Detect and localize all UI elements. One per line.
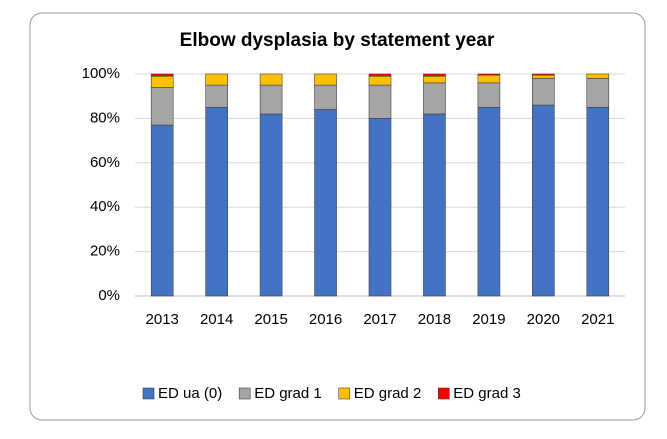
bar-segment xyxy=(532,78,555,106)
bar-segment xyxy=(586,78,610,108)
bar-segment xyxy=(423,75,446,84)
legend-swatch xyxy=(437,387,450,400)
y-tick-label: 100% xyxy=(82,65,120,82)
bar-segment xyxy=(314,84,337,110)
bar-segment xyxy=(368,73,392,77)
x-tick-label: 2017 xyxy=(363,311,396,328)
legend-swatch xyxy=(338,387,351,400)
bar-segment xyxy=(314,73,337,86)
y-tick-label: 0% xyxy=(98,287,120,304)
x-tick-label: 2018 xyxy=(418,311,451,328)
bar-segment xyxy=(423,113,446,297)
bar-segment xyxy=(259,113,283,297)
x-tick-label: 2015 xyxy=(254,311,287,328)
legend-label: ED ua (0) xyxy=(158,385,222,402)
bar-segment xyxy=(532,74,555,79)
x-tick-label: 2019 xyxy=(472,311,505,328)
legend-swatch xyxy=(142,387,155,400)
bar-segment xyxy=(532,73,555,76)
bar-segment xyxy=(368,118,392,297)
bar-segment xyxy=(205,84,228,108)
bar-segment xyxy=(259,84,283,115)
bar-segment xyxy=(259,73,283,86)
x-tick-label: 2013 xyxy=(146,311,179,328)
bar-segment xyxy=(150,75,174,88)
y-tick-label: 40% xyxy=(90,198,120,215)
bar-segment xyxy=(368,84,392,119)
bar-segment xyxy=(477,82,501,108)
x-tick-label: 2016 xyxy=(309,311,342,328)
bar-segment xyxy=(586,73,610,79)
y-tick-label: 20% xyxy=(90,243,120,260)
bar-segment xyxy=(205,107,228,297)
bar-segment xyxy=(532,104,555,297)
y-tick-label: 80% xyxy=(90,109,120,126)
bar-segment xyxy=(586,107,610,297)
bar-segment xyxy=(314,109,337,297)
chart-title: Elbow dysplasia by statement year xyxy=(180,30,495,51)
bar-segment xyxy=(423,73,446,77)
legend-label: ED grad 3 xyxy=(453,385,521,402)
bar-segment xyxy=(423,82,446,115)
bar-segment xyxy=(477,73,501,76)
bar-segment xyxy=(205,73,228,86)
x-tick-label: 2014 xyxy=(200,311,233,328)
x-tick-label: 2021 xyxy=(581,311,614,328)
bar-segment xyxy=(368,75,392,86)
bar-segment xyxy=(150,73,174,77)
bar-segment xyxy=(150,87,174,126)
legend-swatch xyxy=(238,387,251,400)
x-tick-label: 2020 xyxy=(527,311,560,328)
legend-label: ED grad 2 xyxy=(354,385,422,402)
legend-label: ED grad 1 xyxy=(254,385,322,402)
bar-segment xyxy=(477,107,501,297)
y-tick-label: 60% xyxy=(90,154,120,171)
bar-segment xyxy=(150,124,174,297)
bar-segment xyxy=(477,74,501,84)
